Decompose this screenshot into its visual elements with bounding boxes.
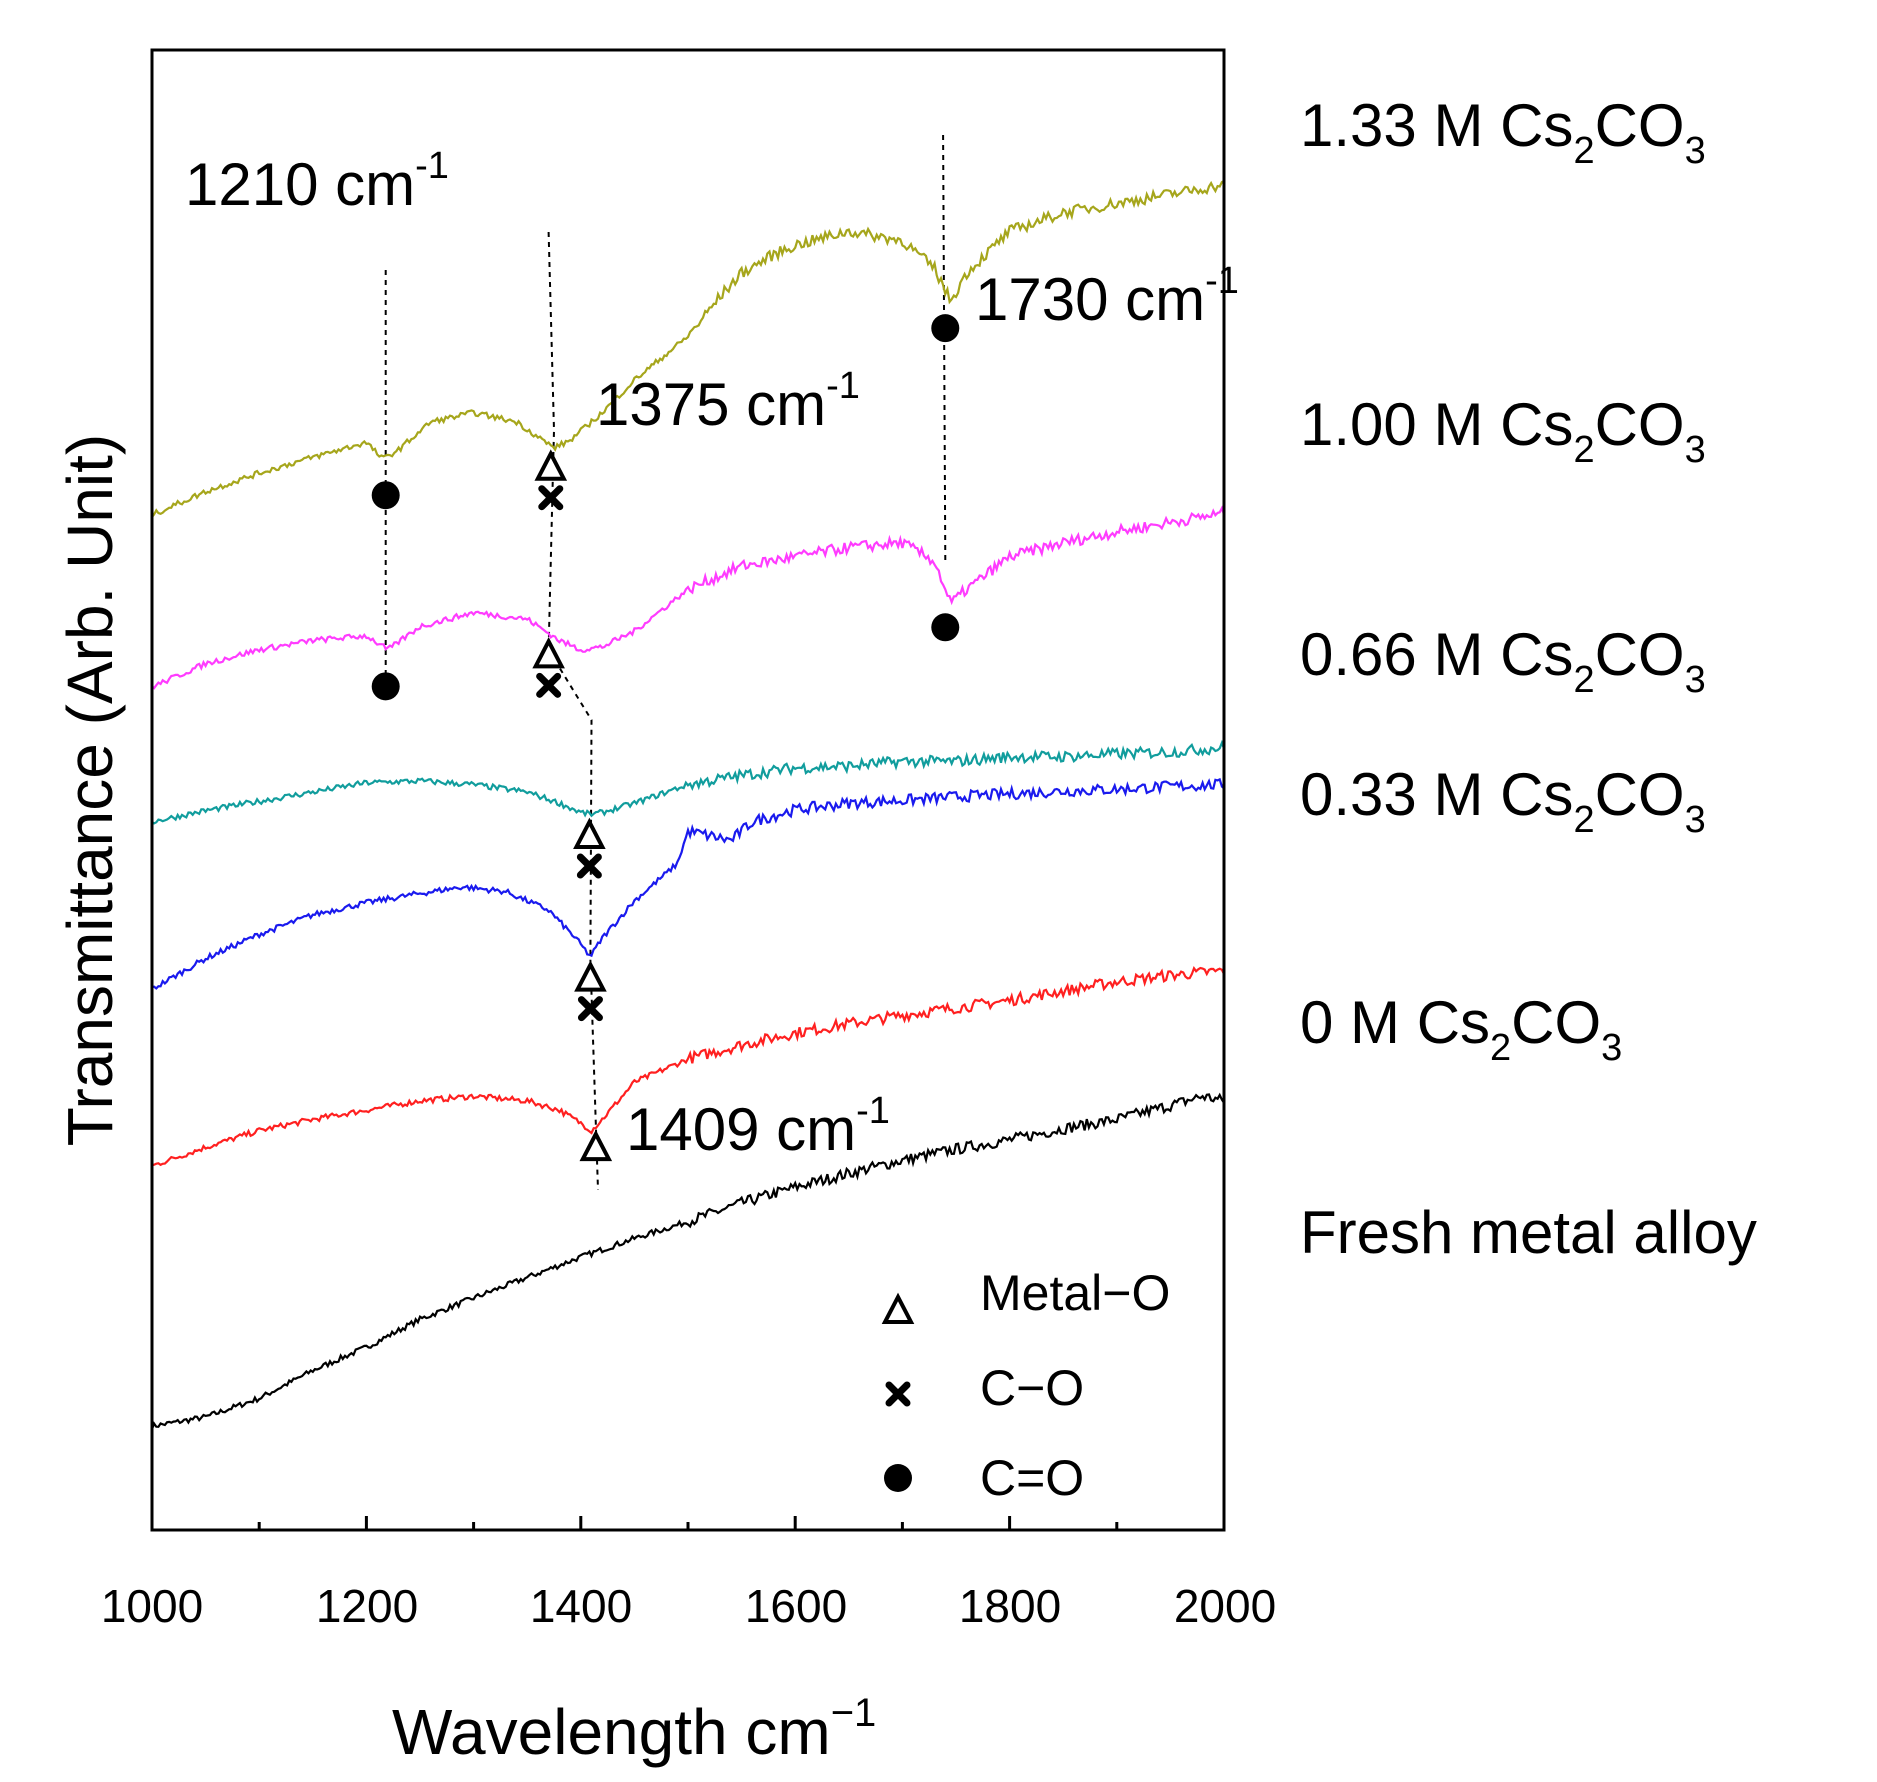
c-eq-o-marker (371, 672, 400, 701)
label-text: CO (1594, 761, 1685, 828)
series-label-0p66: 0.66 M Cs2CO3 (1300, 625, 1706, 702)
c-o-marker (577, 996, 603, 1022)
peak-value: 1375 (596, 371, 730, 438)
c-eq-o-marker (371, 481, 400, 510)
x-tick-label: 1400 (529, 1580, 633, 1632)
peak-guide-line (942, 134, 947, 561)
peak-exp: -1 (415, 145, 449, 188)
label-text: 1.33 M Cs (1300, 92, 1574, 159)
peak-annotation-1375: 1375 cm-1 (596, 365, 860, 443)
x-tick-label: 1000 (100, 1580, 204, 1632)
c-o-marker (538, 485, 564, 511)
x-axis-title-text: Wavelength cm (392, 1696, 831, 1768)
label-text: 0.33 M Cs (1300, 761, 1574, 828)
legend-cross-icon (885, 1381, 911, 1407)
label-text: CO (1594, 92, 1685, 159)
c-eq-o-marker (931, 314, 960, 343)
label-sub: 3 (1684, 429, 1706, 472)
peak-unit: cm (335, 151, 416, 218)
label-sub: 2 (1573, 659, 1595, 702)
legend-label-c-o: C−O (980, 1360, 1085, 1416)
legend-circle-icon (884, 1464, 912, 1492)
legend-triangle-icon (881, 1292, 915, 1324)
series-label-fresh: Fresh metal alloy (1300, 1203, 1757, 1263)
peak-value: 1730 (975, 266, 1109, 333)
series-label-1p33: 1.33 M Cs2CO3 (1300, 96, 1706, 173)
label-sub: 3 (1684, 799, 1706, 842)
peak-guide-lines (384, 134, 947, 1191)
peak-unit: cm (746, 371, 827, 438)
series-label-0: 0 M Cs2CO3 (1300, 993, 1622, 1070)
label-sub: 2 (1573, 130, 1595, 173)
metal-o-marker (532, 636, 565, 669)
x-tick-label: 1600 (744, 1580, 848, 1632)
peak-annotation-1730: 1730 cm-1 (975, 260, 1239, 338)
label-sub: 3 (1601, 1027, 1623, 1070)
label-sub: 3 (1684, 659, 1706, 702)
peak-unit: cm (776, 1096, 857, 1163)
peak-annotation-1409: 1409 cm-1 (626, 1090, 890, 1168)
label-text: 1.00 M Cs (1300, 391, 1574, 458)
peak-exp: -1 (856, 1090, 890, 1133)
series-label-1p00: 1.00 M Cs2CO3 (1300, 395, 1706, 472)
peak-exp: -1 (826, 365, 860, 408)
legend-label-c-eq-o: C=O (980, 1450, 1085, 1506)
legend-label-metal-o: Metal−O (980, 1265, 1171, 1321)
label-sub: 3 (1684, 130, 1706, 173)
peak-markers (371, 314, 960, 1162)
label-text: CO (1594, 621, 1685, 688)
label-text: 0 M Cs (1300, 989, 1491, 1056)
x-axis-title-exp: −1 (830, 1691, 877, 1735)
peak-exp: -1 (1205, 260, 1239, 303)
axes (150, 48, 1226, 1532)
series-line (150, 1092, 1225, 1430)
label-sub: 2 (1573, 429, 1595, 472)
x-tick-label: 2000 (1173, 1580, 1277, 1632)
spectra-series (150, 180, 1226, 1430)
label-sub: 2 (1573, 799, 1595, 842)
label-text: CO (1594, 391, 1685, 458)
series-line (151, 180, 1225, 518)
peak-value: 1210 (185, 151, 319, 218)
x-tick-label: 1800 (958, 1580, 1062, 1632)
c-o-marker (576, 853, 602, 879)
peak-annotation-1210: 1210 cm-1 (185, 145, 449, 223)
peak-unit: cm (1125, 266, 1206, 333)
metal-o-marker (573, 817, 606, 849)
label-text: 0.66 M Cs (1300, 621, 1574, 688)
label-text: Fresh metal alloy (1300, 1199, 1757, 1266)
x-tick-label: 1200 (315, 1580, 419, 1632)
metal-o-marker (534, 449, 568, 481)
series-line (151, 505, 1226, 690)
y-axis-title: Transmittance (Arb. Unit) (54, 433, 126, 1147)
legend-markers (881, 1292, 915, 1492)
c-eq-o-marker (931, 613, 960, 642)
c-o-marker (536, 672, 562, 698)
label-sub: 2 (1490, 1027, 1512, 1070)
peak-value: 1409 (626, 1096, 760, 1163)
series-line (151, 965, 1225, 1167)
series-line (151, 739, 1226, 825)
metal-o-marker (579, 1129, 613, 1162)
series-line (151, 777, 1225, 990)
series-label-0p33: 0.33 M Cs2CO3 (1300, 765, 1706, 842)
label-text: CO (1511, 989, 1602, 1056)
peak-guide-line (547, 231, 599, 1191)
metal-o-marker (574, 960, 607, 992)
x-axis-title: Wavelength cm−1 (392, 1691, 876, 1773)
